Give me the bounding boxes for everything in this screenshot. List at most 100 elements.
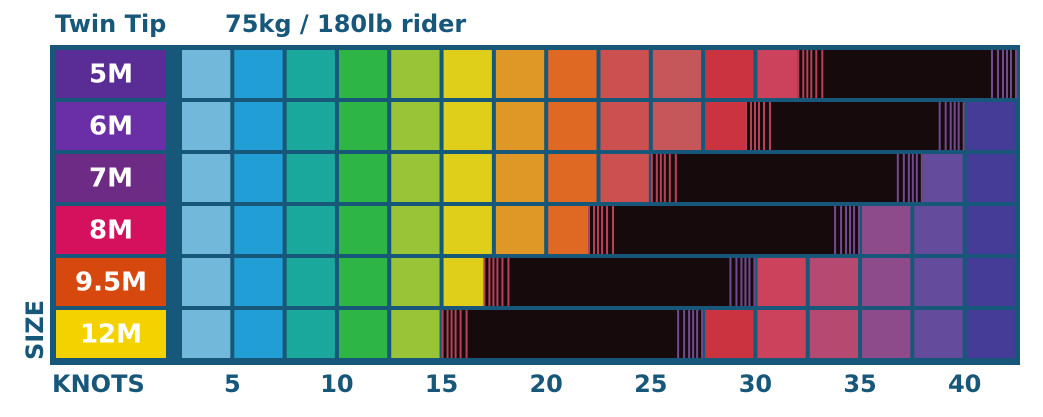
- wind-cell: [338, 310, 388, 358]
- wind-cell: [914, 258, 963, 306]
- wind-cell: [234, 102, 283, 150]
- x-tick-label: 35: [843, 370, 876, 398]
- range-edge: [953, 102, 956, 150]
- range-edge: [744, 102, 747, 150]
- range-edge: [492, 258, 495, 306]
- wind-cell: [391, 206, 440, 254]
- range-edge: [962, 102, 965, 150]
- range-edge: [1010, 50, 1012, 98]
- wind-cell: [757, 310, 806, 358]
- size-label: 6M: [89, 112, 133, 142]
- range-edge: [446, 310, 449, 358]
- wind-cell: [600, 50, 649, 98]
- size-label: 5M: [89, 60, 133, 90]
- range-edge: [496, 258, 499, 306]
- size-box: [56, 154, 166, 202]
- wind-cell: [234, 206, 283, 254]
- range-bar: [588, 206, 861, 254]
- x-tick-label: 40: [948, 370, 981, 398]
- x-tick-label: 25: [634, 370, 667, 398]
- wind-cell: [495, 154, 545, 202]
- x-tick-label: 20: [529, 370, 562, 398]
- range-edge: [797, 50, 800, 98]
- range-edge: [612, 206, 615, 254]
- range-edge: [450, 310, 453, 358]
- wind-cell: [966, 102, 1015, 150]
- range-edge: [683, 310, 686, 358]
- range-edge: [757, 102, 760, 150]
- range-edge: [821, 50, 824, 98]
- wind-cell: [391, 310, 440, 358]
- range-edge: [944, 102, 947, 150]
- wind-cell: [234, 154, 283, 202]
- wind-cell: [182, 50, 231, 98]
- size-box: [56, 258, 166, 306]
- range-edge: [740, 258, 743, 306]
- size-box: [56, 310, 166, 358]
- range-edge: [1006, 50, 1008, 98]
- chart-title: Twin Tip: [55, 10, 166, 38]
- range-edge: [441, 310, 444, 358]
- x-tick-label: 30: [739, 370, 772, 398]
- range-edge: [834, 206, 837, 254]
- range-edge: [753, 258, 756, 306]
- range-edge: [762, 102, 765, 150]
- range-edge: [920, 154, 923, 202]
- size-box: [56, 50, 166, 98]
- size-label: 9.5M: [75, 268, 147, 298]
- wind-cell: [443, 102, 492, 150]
- wind-cell: [548, 154, 597, 202]
- range-edge: [806, 50, 809, 98]
- chart-subtitle: 75kg / 180lb rider: [225, 10, 466, 38]
- wind-cell: [391, 102, 440, 150]
- range-edge: [1015, 50, 1017, 98]
- range-edge: [907, 154, 910, 202]
- size-box: [56, 206, 166, 254]
- range-edge: [650, 154, 653, 202]
- wind-cell: [966, 258, 1015, 306]
- range-edge: [997, 50, 999, 98]
- wind-cell: [391, 154, 440, 202]
- wind-cell: [286, 102, 335, 150]
- wind-cell: [495, 50, 545, 98]
- wind-cell: [286, 206, 335, 254]
- wind-cell: [286, 310, 335, 358]
- range-edge: [588, 206, 591, 254]
- range-edge: [991, 50, 993, 98]
- range-edge: [696, 310, 699, 358]
- x-tick-label: 15: [425, 370, 458, 398]
- wind-cell: [182, 154, 231, 202]
- wind-cell: [809, 258, 859, 306]
- wind-cell: [495, 206, 545, 254]
- range-edge: [815, 50, 818, 98]
- range-edge: [483, 258, 486, 306]
- range-edge: [465, 310, 468, 358]
- range-bar: [744, 102, 965, 150]
- range-edge: [957, 102, 960, 150]
- size-label: 7M: [89, 164, 133, 194]
- x-tick-label: 10: [320, 370, 353, 398]
- range-edge: [753, 102, 756, 150]
- size-box: [56, 102, 166, 150]
- range-edge: [601, 206, 604, 254]
- wind-cell: [338, 258, 388, 306]
- range-edge: [749, 102, 752, 150]
- range-edge: [597, 206, 600, 254]
- range-edge: [701, 310, 704, 358]
- range-edge: [853, 206, 856, 254]
- range-edge: [858, 206, 861, 254]
- wind-cell: [182, 206, 231, 254]
- range-edge: [802, 50, 805, 98]
- wind-cell: [286, 258, 335, 306]
- wind-cell: [652, 50, 702, 98]
- range-edge: [692, 310, 695, 358]
- range-bar: [650, 154, 923, 202]
- wind-cell: [338, 206, 388, 254]
- wind-cell: [914, 206, 963, 254]
- wind-cell: [966, 154, 1015, 202]
- wind-cell: [443, 206, 492, 254]
- range-bar: [797, 50, 1017, 98]
- range-edge: [896, 154, 899, 202]
- wind-cell: [286, 154, 335, 202]
- range-edge: [744, 258, 747, 306]
